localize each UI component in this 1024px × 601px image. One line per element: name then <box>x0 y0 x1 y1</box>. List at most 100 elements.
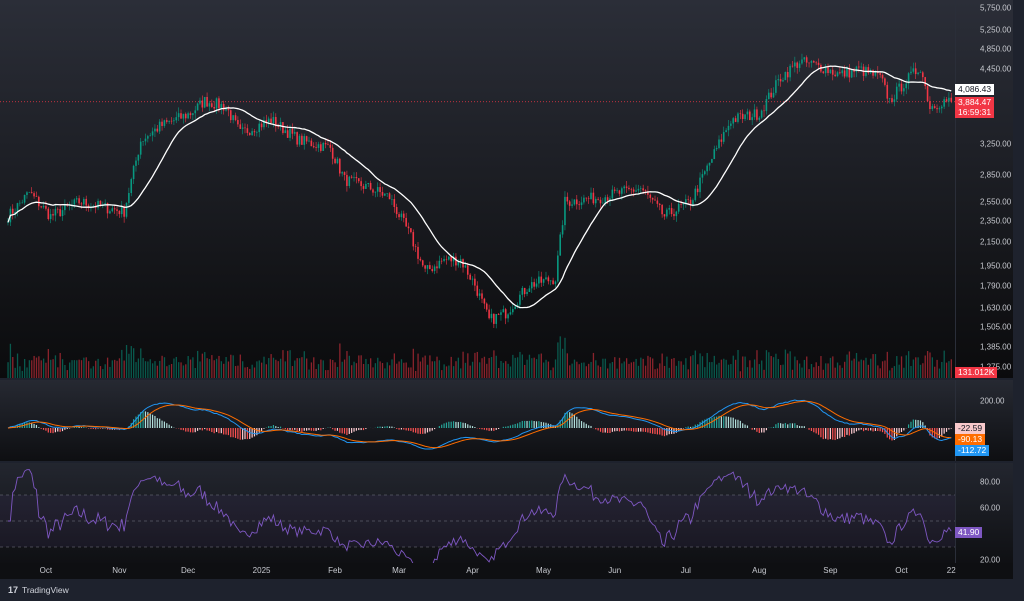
candle-body <box>156 128 159 132</box>
candle-body <box>331 147 334 159</box>
candle-body <box>706 165 708 172</box>
macd-pane[interactable]: 200.00 -22.59 -90.13 -112.72 <box>0 380 1013 461</box>
candle-body <box>38 196 40 207</box>
volume-bar <box>125 345 128 378</box>
macd-histogram-bar <box>656 428 658 435</box>
macd-histogram-bar <box>78 426 80 428</box>
price-axis-tick: 1,505.00 <box>980 322 1012 332</box>
tradingview-logo-icon[interactable]: 17 <box>8 585 19 595</box>
volume-bar <box>908 351 910 378</box>
volume-bar <box>277 361 279 378</box>
macd-histogram-bar <box>201 428 203 431</box>
macd-histogram-bar <box>528 420 530 428</box>
volume-bar <box>452 366 455 378</box>
volume-bar <box>114 359 116 378</box>
macd-histogram-bar <box>339 428 341 433</box>
candle-body <box>628 187 630 189</box>
candle-body <box>936 108 938 110</box>
candle-body <box>308 140 310 142</box>
macd-histogram-bar <box>668 428 670 435</box>
volume-bar <box>388 365 391 378</box>
macd-histogram-bar <box>950 428 952 429</box>
candle-body <box>810 61 813 63</box>
candle-body <box>613 189 616 191</box>
brand-name[interactable]: TradingView <box>22 585 69 595</box>
candle-body <box>621 188 623 194</box>
candle-body <box>895 86 898 100</box>
time-axis-label: Feb <box>328 566 342 575</box>
candle-body <box>824 67 827 74</box>
rsi-pane[interactable]: 80.00 60.00 20.00 41.90 <box>0 463 1013 567</box>
volume-bar <box>751 367 753 378</box>
volume-bar <box>576 361 578 378</box>
volume-bar <box>706 352 708 378</box>
macd-histogram-bar <box>388 426 391 428</box>
candle-body <box>227 107 230 111</box>
time-axis[interactable]: Oct Nov Dec 2025 Feb Mar Apr May Jun Jul Aug Sep Oct… <box>0 563 1013 579</box>
candle-body <box>703 171 706 175</box>
volume-bar <box>12 356 14 378</box>
volume-bar <box>614 357 616 378</box>
price-chart[interactable] <box>0 0 1013 378</box>
volume-bar <box>35 357 38 378</box>
volume-bar <box>128 353 130 378</box>
candle-body <box>298 135 301 145</box>
macd-histogram-bar <box>621 428 623 431</box>
candle-body <box>184 113 187 119</box>
candle-body <box>564 196 566 226</box>
candle-body <box>182 113 185 119</box>
volume-bar <box>571 363 573 378</box>
volume-bar <box>71 360 73 378</box>
macd-histogram-bar <box>941 428 943 437</box>
macd-histogram-bar <box>343 428 346 434</box>
volume-bar <box>832 356 834 378</box>
macd-histogram-bar <box>834 428 836 441</box>
candle-body <box>391 198 393 200</box>
candle-body <box>753 109 756 118</box>
candle-body <box>154 128 156 132</box>
candle-body <box>173 120 175 122</box>
price-pane[interactable]: 5,750.00 5,250.00 4,850.00 4,450.00 3,250.00… <box>0 0 1013 378</box>
macd-histogram-bar <box>144 411 147 428</box>
macd-histogram-bar <box>533 421 535 428</box>
volume-bar <box>351 365 353 378</box>
volume-bar <box>471 361 474 378</box>
macd-histogram-bar <box>810 428 813 431</box>
candle-body <box>443 258 445 261</box>
volume-bar <box>739 371 742 378</box>
candle-body <box>945 99 948 102</box>
volume-bar <box>723 358 725 378</box>
volume-bar <box>270 354 272 378</box>
candle-body <box>805 57 808 63</box>
macd-histogram-bar <box>782 423 784 428</box>
candle-body <box>822 71 825 74</box>
macd-histogram-bar <box>133 419 135 428</box>
rsi-chart[interactable] <box>0 463 1013 567</box>
macd-histogram-bar <box>277 426 279 428</box>
macd-histogram-bar <box>308 428 310 431</box>
candle-body <box>741 113 744 120</box>
volume-bar <box>215 358 218 378</box>
macd-chart[interactable] <box>0 380 1013 461</box>
rsi-axis-divider <box>955 463 956 567</box>
macd-histogram-bar <box>434 428 436 430</box>
macd-histogram-bar <box>561 417 564 428</box>
macd-histogram-bar <box>836 428 839 440</box>
volume-bar <box>457 357 459 378</box>
macd-histogram-bar <box>571 413 573 428</box>
volume-bar <box>599 366 602 378</box>
macd-histogram-bar <box>552 425 554 428</box>
macd-histogram-bar <box>419 428 421 434</box>
volume-bar <box>580 362 583 378</box>
macd-histogram-bar <box>490 428 493 431</box>
volume-bar <box>111 360 113 378</box>
candle-body <box>466 265 469 275</box>
time-axis-label: Apr <box>466 566 479 575</box>
candle-body <box>881 74 884 79</box>
macd-histogram-bar <box>874 428 877 431</box>
macd-histogram-bar <box>334 428 336 431</box>
volume-bar <box>896 356 898 378</box>
volume-bar <box>803 359 806 378</box>
macd-histogram-bar <box>948 428 950 430</box>
candle-body <box>516 304 519 307</box>
